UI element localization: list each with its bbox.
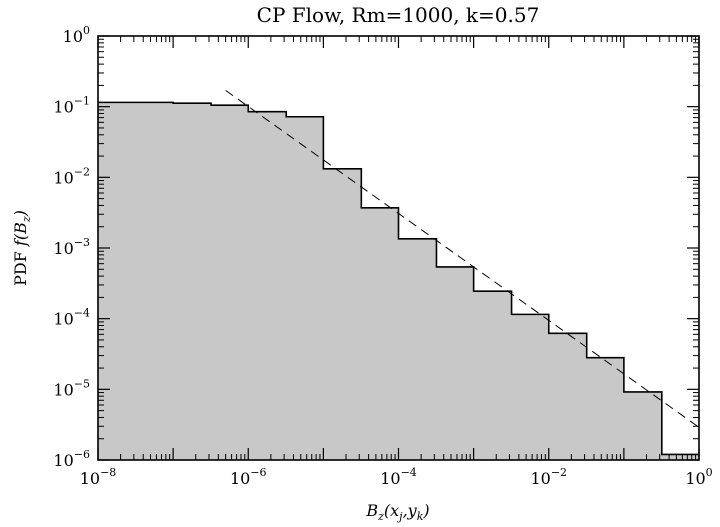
y-tick-label: 10−6 [53,448,90,470]
x-tick-label: 10−6 [230,466,267,488]
y-tick-label: 10−3 [53,236,90,258]
y-axis-ticks: 100 10−1 10−2 10−3 10−4 10−5 10−6 [53,24,699,470]
fit-line [225,89,700,428]
y-axis-label: PDF f(Bz) [11,210,33,286]
x-tick-label: 10−2 [530,466,567,488]
y-tick-label: 10−1 [53,95,90,117]
x-tick-label: 10−4 [380,466,417,488]
histogram-step-line [98,101,699,456]
y-tick-label: 10−4 [53,307,90,329]
y-tick-label: 10−2 [53,165,90,187]
x-tick-label: 10−8 [80,466,117,488]
y-tick-label: 10−5 [53,377,90,399]
y-tick-label: 100 [63,24,90,46]
x-axis-label: Bz(xj,yk) [365,501,429,523]
histogram-fill [98,102,699,460]
x-tick-label: 100 [685,466,712,488]
chart-title: CP Flow, Rm=1000, k=0.57 [257,3,540,27]
x-axis-ticks: 10−8 10−6 10−4 10−2 100 [80,36,713,488]
